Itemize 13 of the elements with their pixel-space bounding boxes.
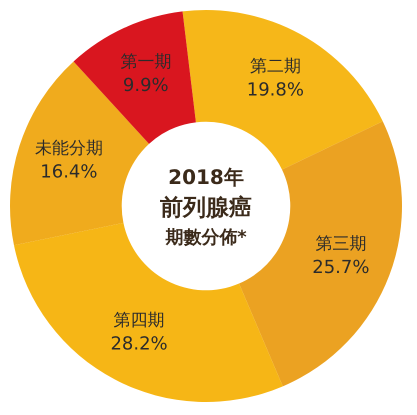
- data-label: 19.8%: [246, 80, 304, 101]
- data-label: 9.9%: [122, 75, 169, 96]
- slice-label: 第二期: [250, 56, 301, 77]
- text: 期數分佈*: [164, 227, 248, 248]
- slice-label: 第三期: [315, 234, 366, 254]
- text: 2018年: [168, 165, 244, 189]
- data-label: 25.7%: [312, 256, 370, 278]
- slice-label: 第一期: [120, 52, 172, 72]
- data-label: 16.4%: [40, 162, 98, 183]
- text: 前列腺癌: [159, 194, 252, 221]
- slice-label: 第四期: [114, 310, 165, 331]
- data-label: 28.2%: [110, 334, 168, 355]
- slice-label: 未能分期: [34, 138, 103, 159]
